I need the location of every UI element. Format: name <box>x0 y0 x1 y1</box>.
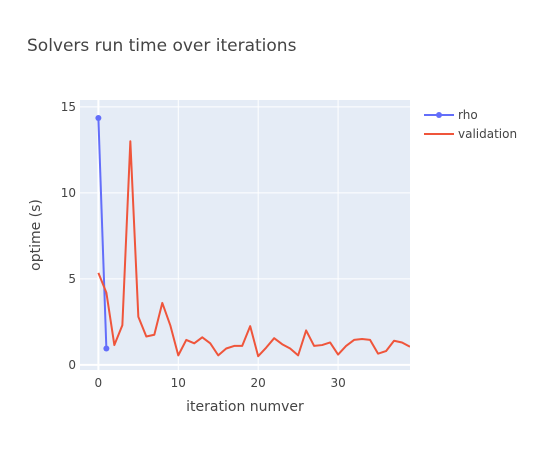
legend: rho validation <box>424 108 517 141</box>
chart-title: Solvers run time over iterations <box>27 36 297 56</box>
legend-label-rho: rho <box>458 108 478 122</box>
data-point-rho <box>103 345 110 352</box>
y-tick-label: 5 <box>68 272 76 286</box>
y-tick-label: 0 <box>68 358 76 372</box>
y-tick-label: 15 <box>61 100 76 114</box>
x-tick-label: 10 <box>171 376 186 390</box>
gridlines <box>80 100 410 370</box>
tick-labels: 0 10 20 30 0 5 10 15 <box>61 100 346 390</box>
x-axis-title: iteration numver <box>186 399 304 415</box>
x-tick-label: 30 <box>330 376 345 390</box>
x-tick-label: 20 <box>251 376 266 390</box>
series-layer <box>95 115 410 358</box>
series-line-rho <box>97 118 108 349</box>
legend-label-validation: validation <box>458 127 517 141</box>
x-tick-label: 0 <box>95 376 103 390</box>
y-axis-title: optime (s) <box>28 199 44 271</box>
data-point-rho <box>95 115 102 122</box>
series-line-validation <box>97 140 410 358</box>
plot-area <box>80 100 410 370</box>
y-tick-label: 10 <box>61 186 76 200</box>
legend-marker-rho <box>436 112 442 118</box>
